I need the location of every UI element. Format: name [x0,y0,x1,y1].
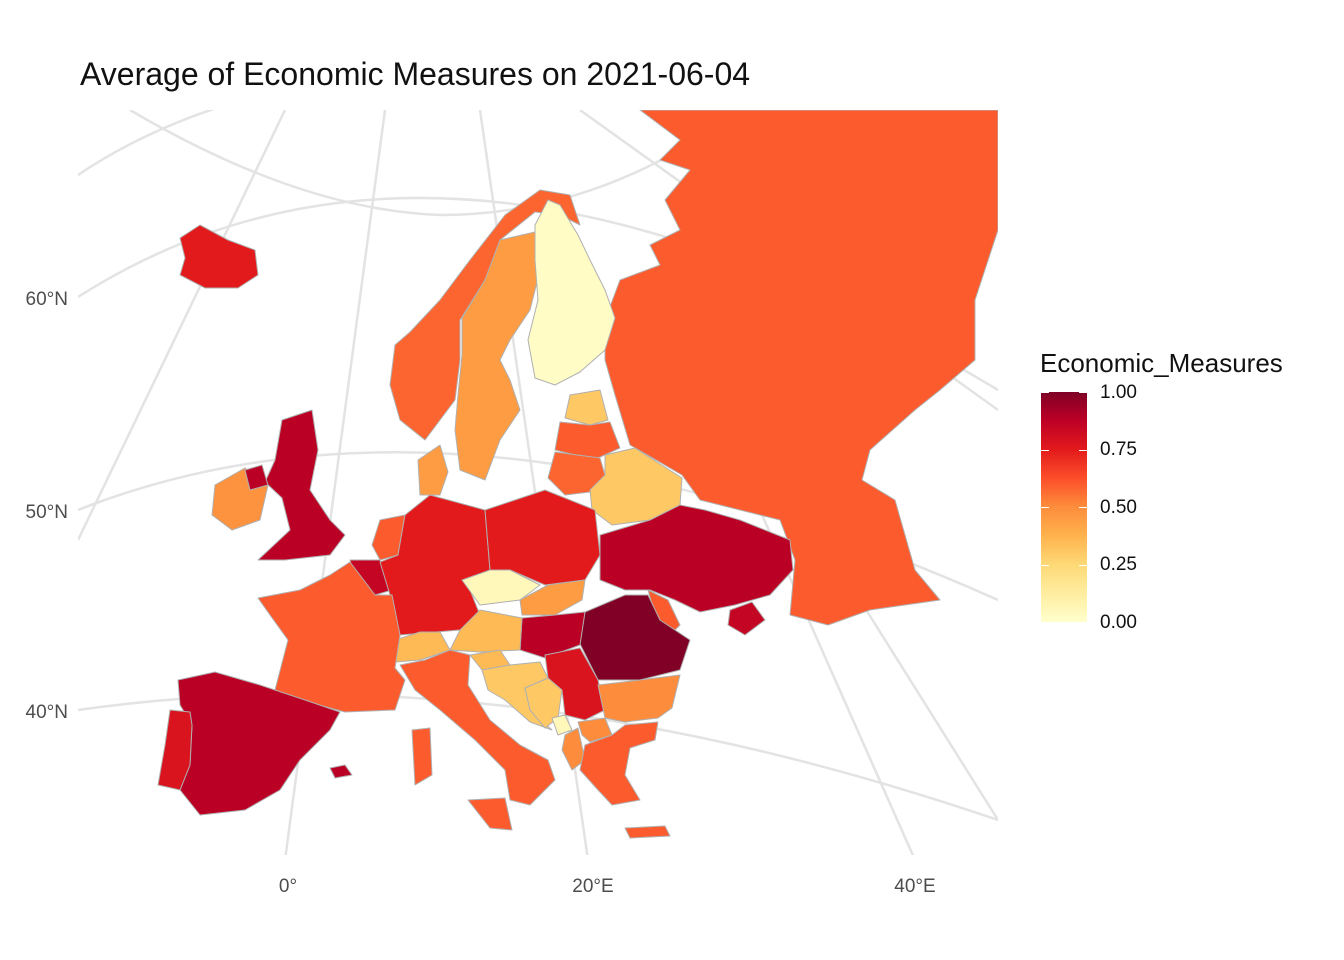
graticule-line [78,110,287,541]
country-estonia [564,389,609,426]
countries [157,110,998,839]
country-portugal [157,709,193,791]
legend-tick-mark [1079,622,1087,623]
country-greece [579,721,659,806]
legend-tick-mark [1041,392,1049,393]
legend-tick: 0.75 [1100,439,1137,460]
country-slovakia [519,579,586,616]
country-romania [577,594,691,681]
country-sicily [467,797,513,831]
legend-title: Economic_Measures [1040,348,1283,378]
country-italy [399,649,556,806]
lon-label: 40°E [894,876,935,897]
country-ukraine [599,504,794,613]
country-netherlands [371,514,406,561]
country-germany [379,494,491,636]
country-latvia [554,421,621,459]
legend-tick-mark [1079,507,1087,508]
country-iceland [179,224,259,289]
country-bulgaria [597,674,681,723]
legend-tick-mark [1079,564,1087,566]
country-uk-ni [244,464,269,491]
graticule-line [78,110,215,177]
country-sardinia [411,727,433,786]
lat-label: 40°N [26,702,68,723]
legend-tick-mark [1041,449,1049,451]
country-north-macedonia [577,717,613,743]
chart-title: Average of Economic Measures on 2021-06-… [80,56,751,92]
country-finland [527,199,616,386]
country-denmark [417,444,449,496]
graticule-line [858,599,998,821]
lat-label: 50°N [26,502,68,523]
country-czechia [461,569,541,606]
country-albania [561,727,586,771]
legend-tick-mark [1079,392,1087,393]
country-russia [604,110,998,626]
lon-label: 0° [279,876,297,897]
legend-tick: 0.25 [1100,554,1137,575]
country-mallorca [329,764,353,779]
legend-tick-mark [1041,507,1049,508]
country-serbia [544,647,606,721]
legend-tick: 1.00 [1100,382,1137,403]
country-crete [624,825,671,839]
country-belarus [589,447,683,526]
country-united-kingdom [257,409,346,561]
legend-tick: 0.50 [1100,497,1137,518]
legend-tick-mark [1079,449,1087,451]
country-sweden [454,231,541,481]
graticule-line [129,110,441,217]
legend-tick: 0.00 [1100,612,1137,633]
lon-label: 20°E [572,876,613,897]
legend-tick-mark [1041,564,1049,566]
legend-tick-mark [1041,622,1049,623]
country-montenegro [551,714,573,736]
country-crimea [727,601,766,636]
lat-label: 60°N [26,289,68,310]
legend-colorbar [1041,392,1087,623]
